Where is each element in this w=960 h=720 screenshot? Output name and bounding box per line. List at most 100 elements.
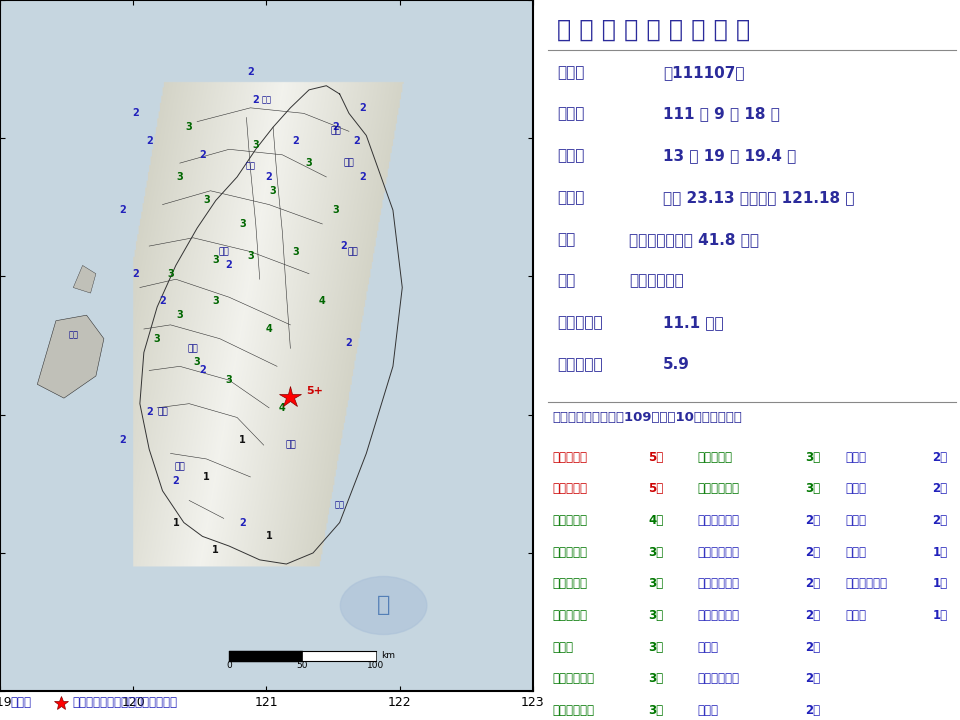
Text: 臺東縣政府北方 41.8 公里: 臺東縣政府北方 41.8 公里 — [629, 232, 759, 247]
Text: 1級: 1級 — [932, 546, 948, 559]
Text: km: km — [381, 652, 395, 660]
Text: 2: 2 — [332, 122, 339, 132]
Text: 2級: 2級 — [805, 641, 820, 654]
Text: 2級: 2級 — [805, 514, 820, 527]
Text: 基北: 基北 — [261, 95, 272, 104]
Text: 3級: 3級 — [648, 546, 663, 559]
Text: 4: 4 — [266, 324, 273, 334]
Text: 日期：: 日期： — [557, 107, 585, 122]
Text: 臺北市: 臺北市 — [846, 514, 867, 527]
Text: 中 央 氣 象 局 地 震 報 告: 中 央 氣 象 局 地 震 報 告 — [557, 18, 750, 42]
Text: 3: 3 — [212, 255, 219, 265]
Text: 3: 3 — [194, 357, 201, 367]
Text: 3: 3 — [270, 186, 276, 196]
Text: 2: 2 — [199, 366, 205, 376]
Text: 地震深度：: 地震深度： — [557, 315, 603, 330]
Text: 1級: 1級 — [932, 609, 948, 622]
Text: 臺南市: 臺南市 — [697, 641, 718, 654]
Text: 3: 3 — [226, 375, 232, 385]
Text: 50: 50 — [297, 661, 308, 670]
Text: 蘭嶼: 蘭嶼 — [335, 500, 345, 509]
Text: 高雄: 高雄 — [175, 463, 185, 472]
Text: 3級: 3級 — [648, 672, 663, 685]
Text: 嘉義: 嘉義 — [188, 344, 199, 353]
Text: 臺北: 臺北 — [330, 127, 341, 136]
Text: 2: 2 — [159, 297, 166, 307]
Text: 5弱: 5弱 — [648, 482, 663, 495]
Text: 3: 3 — [247, 251, 253, 261]
Text: 4: 4 — [279, 402, 286, 413]
Text: 2: 2 — [252, 94, 259, 104]
Text: 2: 2 — [353, 136, 360, 146]
Text: 臺東: 臺東 — [285, 441, 296, 449]
Text: 基隆市: 基隆市 — [846, 609, 867, 622]
Text: 花蓮縣富里: 花蓮縣富里 — [553, 451, 588, 464]
Text: 各地最大震度（採用109年新制10級震度分級）: 各地最大震度（採用109年新制10級震度分級） — [553, 411, 742, 424]
Text: 花蓮: 花蓮 — [348, 247, 358, 256]
Text: 2級: 2級 — [932, 451, 948, 464]
Text: 彰化縣彰化市: 彰化縣彰化市 — [697, 672, 739, 685]
Text: 雲林縣草嶺: 雲林縣草嶺 — [553, 609, 588, 622]
Polygon shape — [73, 266, 96, 293]
Text: 即在: 即在 — [557, 232, 575, 247]
Text: 3: 3 — [305, 158, 312, 168]
Text: 第111107號: 第111107號 — [663, 65, 744, 80]
Text: 3: 3 — [154, 333, 160, 343]
Text: 2: 2 — [173, 476, 180, 486]
Text: 臺南市楠西: 臺南市楠西 — [553, 577, 588, 590]
Text: 編號：: 編號： — [557, 65, 585, 80]
Text: 2級: 2級 — [805, 546, 820, 559]
Text: 2: 2 — [119, 205, 126, 215]
Text: 2級: 2級 — [932, 514, 948, 527]
Text: 嘉義縣大埔: 嘉義縣大埔 — [553, 546, 588, 559]
Text: 2: 2 — [132, 108, 139, 118]
Text: 桃園市: 桃園市 — [846, 482, 867, 495]
Text: 3: 3 — [186, 122, 193, 132]
Text: 3: 3 — [177, 172, 183, 182]
Text: 1級: 1級 — [932, 577, 948, 590]
Text: 高雄市: 高雄市 — [846, 546, 867, 559]
Text: 3級: 3級 — [805, 482, 820, 495]
Text: 澎湖縣馬公市: 澎湖縣馬公市 — [846, 577, 887, 590]
Text: 2: 2 — [340, 241, 347, 251]
Text: 2: 2 — [293, 136, 300, 146]
Text: 時間：: 時間： — [557, 148, 585, 163]
Text: 5強: 5強 — [648, 451, 663, 464]
Text: 3級: 3級 — [648, 609, 663, 622]
Text: 2: 2 — [146, 136, 153, 146]
Text: 3: 3 — [212, 297, 219, 307]
Text: 嘉義市: 嘉義市 — [553, 641, 574, 654]
Text: 臺中市: 臺中市 — [697, 704, 718, 717]
Text: 臺中: 臺中 — [219, 247, 229, 256]
Text: 澎公: 澎公 — [68, 330, 79, 339]
Text: 111 年 9 月 18 日: 111 年 9 月 18 日 — [663, 107, 780, 122]
Text: 北緯 23.13 度．東經 121.18 度: 北緯 23.13 度．東經 121.18 度 — [663, 190, 854, 205]
Text: 0: 0 — [227, 661, 232, 670]
Text: 圖說：: 圖說： — [11, 696, 32, 708]
Text: 2級: 2級 — [805, 704, 820, 717]
Text: 新竹: 新竹 — [246, 161, 255, 171]
Text: 芮氏規模：: 芮氏規模： — [557, 357, 603, 372]
Text: 2: 2 — [239, 518, 246, 528]
Text: 2: 2 — [346, 338, 352, 348]
Text: 3: 3 — [167, 269, 174, 279]
Text: 位於: 位於 — [557, 274, 575, 289]
Text: 3級: 3級 — [648, 577, 663, 590]
Text: 位置：: 位置： — [557, 190, 585, 205]
Text: 1: 1 — [173, 518, 180, 528]
Text: 2級: 2級 — [932, 482, 948, 495]
Text: 2: 2 — [359, 172, 366, 182]
Text: 3: 3 — [177, 310, 183, 320]
Text: 2: 2 — [226, 261, 232, 271]
Text: 南投縣玉山: 南投縣玉山 — [553, 514, 588, 527]
Text: 2: 2 — [146, 407, 153, 417]
Text: 臺南: 臺南 — [157, 408, 168, 416]
Text: 2: 2 — [132, 269, 139, 279]
Text: 臺東縣池上鄉: 臺東縣池上鄉 — [629, 274, 684, 289]
Text: 3: 3 — [293, 246, 300, 256]
Text: 4: 4 — [319, 297, 325, 307]
Text: 3: 3 — [204, 195, 210, 205]
Text: 5+: 5+ — [306, 386, 324, 396]
Text: 3級: 3級 — [805, 451, 820, 464]
Text: 表震央位置，數字表示該測站震度: 表震央位置，數字表示該測站震度 — [72, 696, 177, 708]
